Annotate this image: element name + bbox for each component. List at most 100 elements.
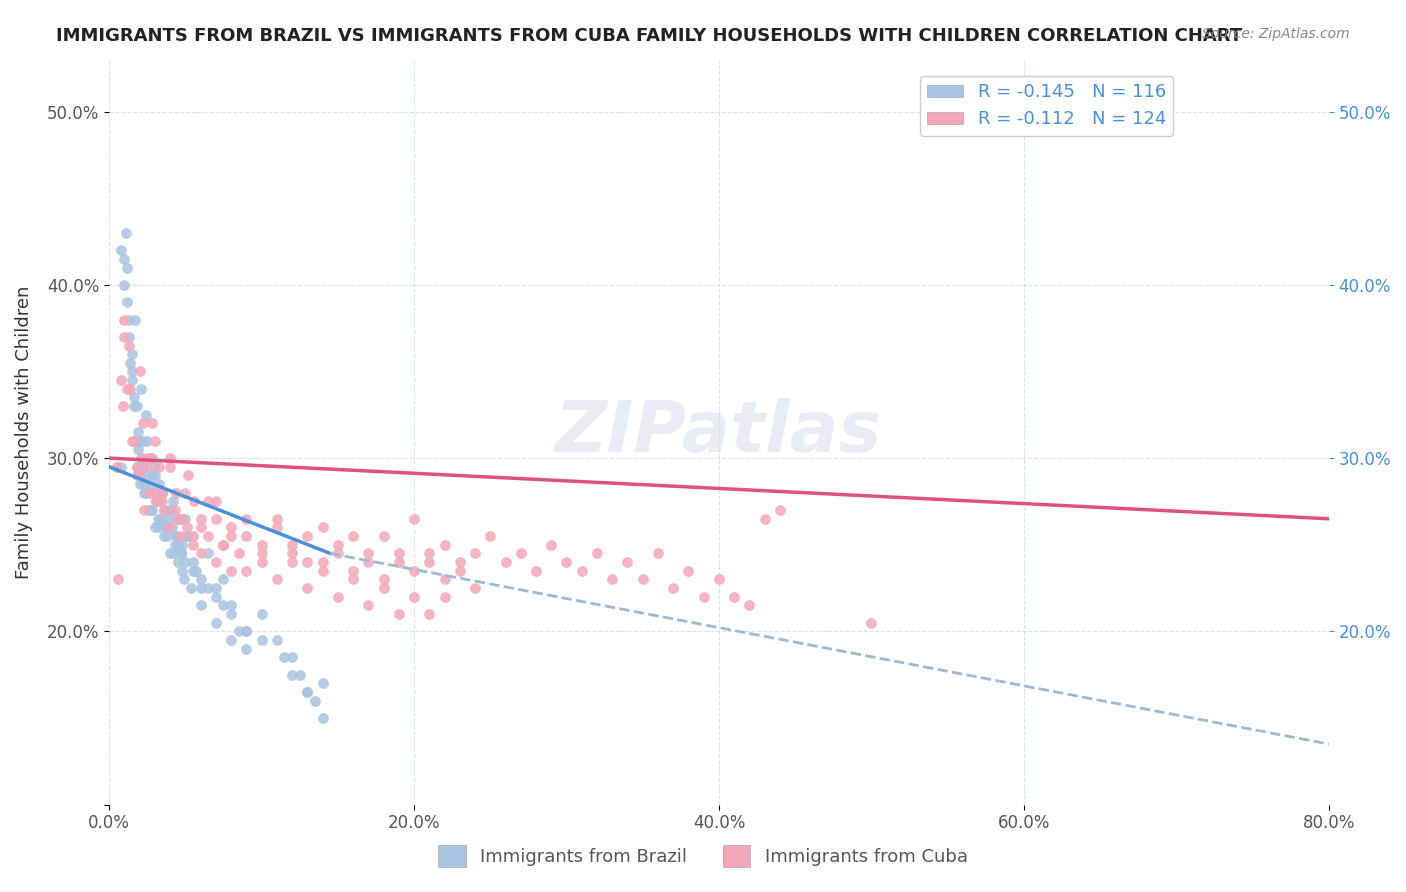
Point: [125, 459, 148, 474]
Point: [197, 529, 219, 543]
Point: [131, 459, 153, 474]
Point: [342, 564, 364, 578]
Point: [297, 685, 319, 699]
Point: [181, 529, 204, 543]
Point: [433, 590, 456, 604]
Point: [118, 338, 141, 352]
Point: [678, 564, 700, 578]
Point: [190, 520, 212, 534]
Point: [205, 555, 228, 569]
Point: [170, 546, 193, 560]
Point: [174, 485, 197, 500]
Point: [142, 485, 165, 500]
Point: [143, 434, 166, 448]
Point: [115, 226, 138, 240]
Point: [235, 641, 257, 656]
Point: [342, 573, 364, 587]
Point: [136, 459, 159, 474]
Legend: Immigrants from Brazil, Immigrants from Cuba: Immigrants from Brazil, Immigrants from …: [432, 838, 974, 874]
Point: [402, 512, 425, 526]
Y-axis label: Family Households with Children: Family Households with Children: [15, 285, 32, 579]
Point: [165, 485, 187, 500]
Point: [139, 503, 162, 517]
Point: [118, 312, 141, 326]
Point: [266, 520, 288, 534]
Point: [228, 546, 250, 560]
Point: [326, 546, 349, 560]
Point: [112, 312, 135, 326]
Point: [166, 538, 188, 552]
Point: [738, 599, 761, 613]
Point: [174, 512, 197, 526]
Point: [125, 459, 148, 474]
Point: [281, 546, 304, 560]
Point: [170, 546, 193, 560]
Point: [125, 468, 148, 483]
Point: [219, 564, 242, 578]
Point: [152, 485, 174, 500]
Point: [707, 573, 730, 587]
Point: [135, 485, 157, 500]
Point: [128, 434, 150, 448]
Point: [131, 417, 153, 431]
Point: [138, 503, 160, 517]
Point: [118, 330, 141, 344]
Point: [388, 546, 411, 560]
Point: [311, 676, 333, 690]
Point: [153, 529, 176, 543]
Point: [449, 564, 471, 578]
Point: [145, 494, 167, 508]
Point: [464, 581, 486, 595]
Point: [107, 573, 129, 587]
Point: [125, 434, 148, 448]
Point: [586, 546, 609, 560]
Point: [121, 434, 143, 448]
Point: [138, 451, 160, 466]
Point: [250, 538, 273, 552]
Point: [163, 503, 186, 517]
Point: [449, 555, 471, 569]
Point: [120, 356, 142, 370]
Point: [153, 503, 176, 517]
Point: [131, 434, 153, 448]
Point: [326, 538, 349, 552]
Point: [342, 529, 364, 543]
Point: [692, 590, 714, 604]
Point: [166, 512, 188, 526]
Point: [402, 590, 425, 604]
Point: [402, 564, 425, 578]
Point: [163, 538, 186, 552]
Point: [152, 485, 174, 500]
Point: [153, 503, 176, 517]
Point: [524, 564, 547, 578]
Point: [212, 599, 235, 613]
Point: [228, 624, 250, 639]
Point: [134, 485, 156, 500]
Point: [219, 599, 242, 613]
Point: [141, 503, 163, 517]
Point: [121, 364, 143, 378]
Point: [304, 694, 326, 708]
Point: [205, 494, 228, 508]
Point: [143, 459, 166, 474]
Point: [172, 512, 194, 526]
Point: [127, 442, 149, 457]
Point: [479, 529, 502, 543]
Point: [111, 399, 134, 413]
Point: [181, 555, 204, 569]
Point: [281, 555, 304, 569]
Point: [555, 555, 578, 569]
Point: [631, 573, 654, 587]
Point: [149, 512, 172, 526]
Point: [373, 573, 395, 587]
Point: [205, 615, 228, 630]
Point: [117, 382, 139, 396]
Point: [464, 546, 486, 560]
Point: [157, 512, 180, 526]
Point: [219, 520, 242, 534]
Point: [148, 477, 170, 491]
Text: IMMIGRANTS FROM BRAZIL VS IMMIGRANTS FROM CUBA FAMILY HOUSEHOLDS WITH CHILDREN C: IMMIGRANTS FROM BRAZIL VS IMMIGRANTS FRO…: [56, 27, 1243, 45]
Point: [418, 607, 440, 621]
Point: [131, 459, 153, 474]
Point: [281, 650, 304, 665]
